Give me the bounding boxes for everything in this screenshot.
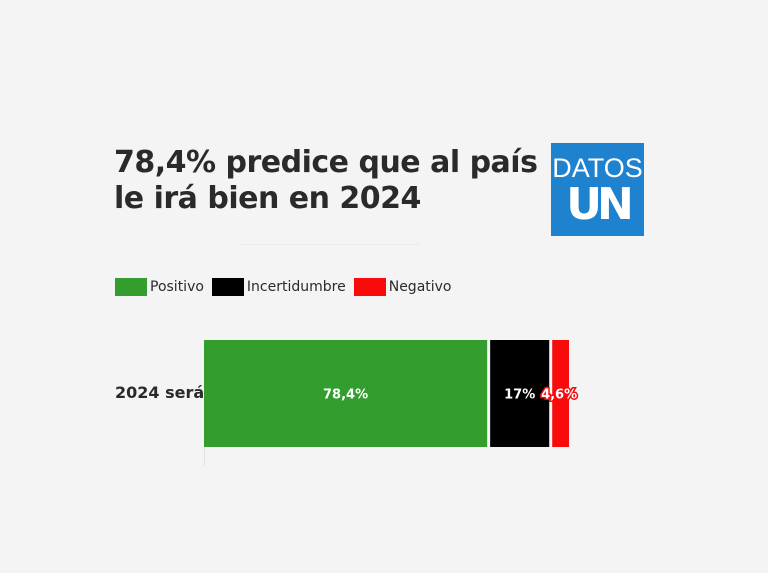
legend-swatch-negativo xyxy=(353,278,386,296)
title-line-1: 78,4% predice que al país xyxy=(114,145,538,180)
data-label-incertidumbre: 17% xyxy=(504,388,535,403)
divider xyxy=(240,244,420,245)
title-line-2: le irá bien en 2024 xyxy=(114,181,421,216)
legend-swatch-positivo xyxy=(115,278,147,296)
legend: Positivo Incertidumbre Negativo xyxy=(115,277,460,297)
datos-un-logo: DATOS UN xyxy=(551,143,644,236)
legend-item-incertidumbre: Incertidumbre xyxy=(211,278,346,296)
legend-item-positivo: Positivo xyxy=(115,278,204,296)
chart-title: 78,4% predice que al país le irá bien en… xyxy=(114,145,538,217)
category-label: 2024 será xyxy=(115,383,205,402)
data-label-negativo: 4,6% xyxy=(541,388,577,403)
logo-top-text: DATOS xyxy=(552,153,643,183)
bar-segment-negativo xyxy=(552,340,569,447)
legend-item-negativo: Negativo xyxy=(353,278,452,296)
bar-segment-incertidumbre xyxy=(490,340,550,447)
data-label-positivo: 78,4% xyxy=(323,388,368,403)
legend-swatch-incertidumbre xyxy=(211,278,244,296)
legend-label-negativo: Negativo xyxy=(388,279,452,295)
legend-label-incertidumbre: Incertidumbre xyxy=(246,279,346,295)
bar-segment-positivo xyxy=(204,340,488,447)
legend-label-positivo: Positivo xyxy=(150,279,204,295)
logo-bottom-text: UN xyxy=(566,179,634,230)
bar-group: 78,4% 17% 4,6% xyxy=(204,340,579,447)
